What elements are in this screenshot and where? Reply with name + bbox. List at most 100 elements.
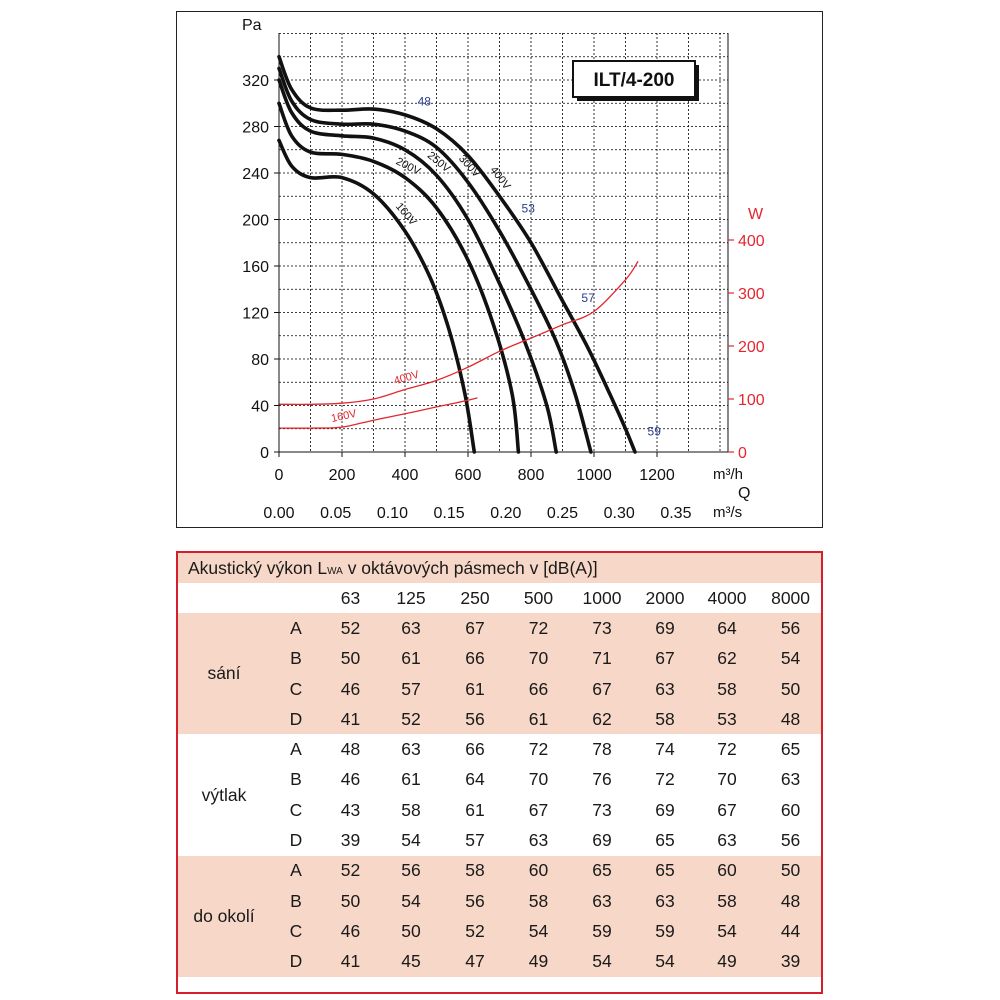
table-cell: 50 — [379, 916, 443, 947]
pressure-curve-label: 300V — [456, 153, 483, 181]
x-tick-label: 800 — [518, 467, 545, 484]
table-cell: 73 — [592, 799, 612, 820]
table-cell: 54 — [758, 643, 821, 674]
table-cell: 50 — [322, 885, 379, 917]
table-cell: 54 — [507, 916, 570, 947]
band-header: 125 — [396, 587, 426, 608]
y2-tick-label: 0 — [738, 445, 747, 462]
table-cell: 62 — [570, 704, 634, 735]
table-cell: 70 — [717, 769, 737, 790]
x2-tick-label: 0.00 — [263, 505, 294, 522]
x2-axis-label: m³/s — [713, 504, 742, 521]
band-header: 250 — [460, 587, 490, 608]
pressure-curve-250V — [277, 78, 558, 454]
efficiency-label: 59 — [648, 425, 662, 439]
table-cell: 49 — [507, 946, 570, 977]
power-curves — [278, 260, 639, 429]
table-cell: 58 — [443, 855, 507, 886]
x2-tick-label: 0.10 — [377, 505, 408, 522]
table-row: D 41 45 47 49 54 54 49 39 — [178, 946, 821, 977]
table-cell: 67 — [570, 673, 634, 705]
table-row: výtlak A 48 63 66 72 78 74 72 65 — [178, 734, 821, 804]
x-tick-label: 1200 — [639, 467, 675, 484]
table-cell: 59 — [634, 916, 696, 947]
table-cell: 70 — [528, 769, 549, 790]
table-cell: 67 — [528, 799, 549, 820]
table-cell: 67 — [443, 613, 507, 644]
y-tick-label: 80 — [251, 352, 269, 369]
table-cell: 65 — [655, 830, 675, 851]
pressure-curve-400V — [277, 54, 637, 454]
x2-axis-top-label: Q — [738, 485, 750, 502]
table-cell: 66 — [507, 673, 570, 705]
table-cell: 44 — [758, 916, 821, 947]
table-title-row: Akustický výkon LWA v oktávových pásmech… — [178, 553, 821, 583]
x2-tick-label: 0.20 — [490, 505, 521, 522]
row-key: D — [289, 830, 303, 851]
table-cell: 41 — [322, 704, 379, 735]
table-cell: 48 — [340, 739, 361, 760]
row-key: B — [290, 769, 302, 790]
table-row: B 50 61 66 70 71 67 62 54 — [178, 643, 821, 674]
pressure-curve-label: 400V — [487, 164, 513, 192]
table-cell: 78 — [592, 739, 612, 760]
table-cell: 72 — [507, 613, 570, 644]
band-header: 4000 — [707, 587, 747, 608]
pressure-curve-300V — [277, 66, 593, 454]
table-cell: 56 — [780, 830, 801, 851]
table-row: sání A 52 63 67 72 73 69 64 56 — [178, 613, 821, 735]
table-cell: 63 — [634, 673, 696, 705]
table-cell: 43 — [340, 799, 361, 820]
x-tick-label: 1000 — [576, 467, 612, 484]
table-cell: 52 — [322, 613, 379, 644]
x2-tick-label: 0.30 — [604, 505, 635, 522]
table-cell: 52 — [443, 916, 507, 947]
table-cell: 39 — [758, 946, 821, 977]
table-cell: 58 — [507, 885, 570, 917]
x-tick-label: 400 — [392, 467, 419, 484]
table-cell: 54 — [401, 830, 421, 851]
table-cell: 54 — [570, 946, 634, 977]
row-key: D — [270, 946, 322, 977]
acoustic-power-table: Akustický výkon LWA v oktávových pásmech… — [178, 553, 821, 977]
table-title: Akustický výkon LWA v oktávových pásmech… — [178, 553, 821, 583]
table-cell: 53 — [696, 704, 758, 735]
pressure-curves — [277, 54, 637, 454]
table-cell: 63 — [570, 885, 634, 917]
table-cell: 72 — [655, 769, 675, 790]
table-cell: 58 — [696, 673, 758, 705]
table-cell: 49 — [696, 946, 758, 977]
table-cell: 57 — [379, 673, 443, 705]
band-header-row: 63 125 250 500 1000 2000 4000 8000 — [178, 583, 821, 613]
table-cell: 46 — [340, 769, 361, 790]
table-row: B 46 61 64 70 76 72 70 63 — [178, 765, 821, 795]
x-tick-label: 0 — [275, 467, 284, 484]
table-cell: 58 — [401, 799, 421, 820]
table-cell: 63 — [528, 830, 549, 851]
y2-axis-label: W — [748, 206, 764, 223]
table-cell: 48 — [758, 885, 821, 917]
table-title-subscript: WA — [327, 565, 343, 577]
table-cell: 63 — [717, 830, 737, 851]
table-cell: 69 — [592, 830, 612, 851]
table-row: D 39 54 57 63 69 65 63 56 — [178, 825, 821, 855]
table-cell: 61 — [507, 704, 570, 735]
table-cell: 56 — [758, 613, 821, 644]
table-cell: 65 — [634, 855, 696, 886]
table-row: C 46 57 61 66 67 63 58 50 — [178, 673, 821, 705]
table-cell: 67 — [634, 643, 696, 674]
acoustic-power-table-box: Akustický výkon LWA v oktávových pásmech… — [176, 551, 823, 994]
table-cell: 56 — [379, 855, 443, 886]
table-row: D 41 52 56 61 62 58 53 48 — [178, 704, 821, 735]
table-cell: 65 — [780, 739, 801, 760]
band-header: 1000 — [582, 587, 622, 608]
table-cell: 61 — [465, 799, 485, 820]
group-label: sání — [178, 613, 270, 735]
chart-frame — [176, 11, 823, 528]
pressure-curve-160V — [277, 138, 477, 454]
y2-tick-label: 300 — [738, 286, 765, 303]
y-tick-label: 200 — [242, 213, 269, 230]
table-cell: 63 — [379, 613, 443, 644]
y-tick-label: 40 — [251, 399, 269, 416]
table-cell: 63 — [401, 739, 421, 760]
